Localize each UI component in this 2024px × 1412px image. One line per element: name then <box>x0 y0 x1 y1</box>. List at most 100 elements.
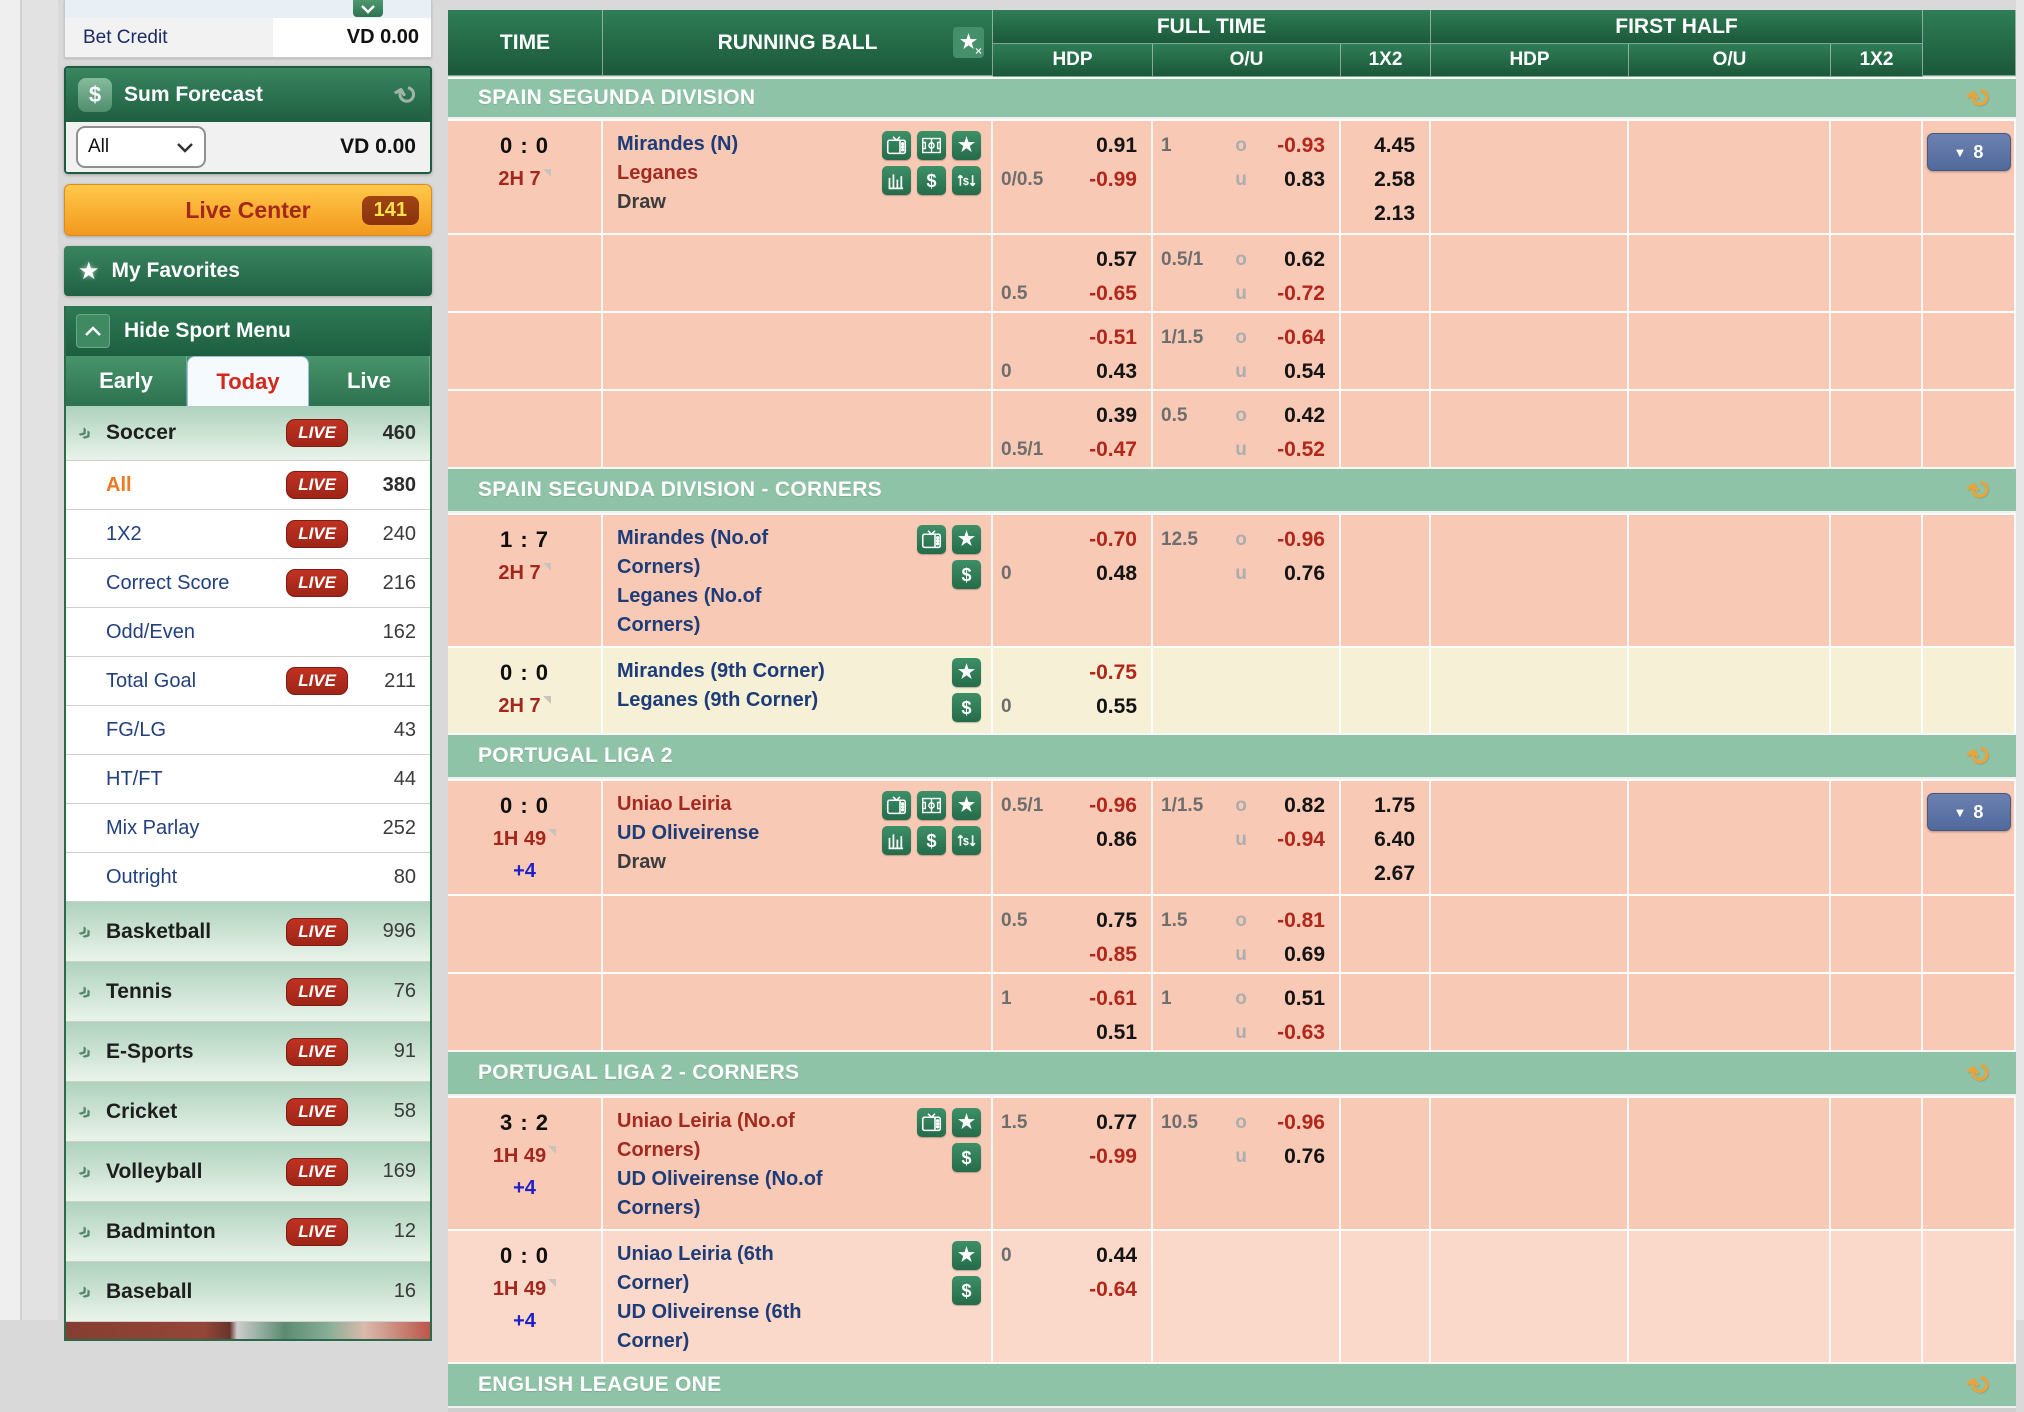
sidebar-item-odd-even[interactable]: Odd/Even162 <box>66 608 430 657</box>
odds-value[interactable]: 0.82 <box>1284 794 1325 818</box>
live-center-button[interactable]: Live Center 141 <box>64 184 432 236</box>
odds-value[interactable]: -0.51 <box>1089 326 1137 350</box>
my-favorites-button[interactable]: ★ My Favorites <box>64 246 432 296</box>
cash-icon[interactable]: $ <box>952 1143 981 1172</box>
odds-movement-icon[interactable]: $ <box>952 166 981 195</box>
star-icon[interactable]: ★ <box>952 1108 981 1137</box>
odds-value[interactable]: -0.93 <box>1277 134 1325 158</box>
odds-value[interactable]: 0.39 <box>1096 404 1137 428</box>
odds-value[interactable]: -0.81 <box>1277 909 1325 933</box>
odds-value[interactable]: 2.58 <box>1374 168 1415 192</box>
sidebar-item-e-sports[interactable]: »E-SportsLIVE91 <box>66 1022 430 1082</box>
sidebar-item-badminton[interactable]: »BadmintonLIVE12 <box>66 1202 430 1262</box>
odds-value[interactable]: 0.83 <box>1284 168 1325 192</box>
odds-value[interactable]: 6.40 <box>1374 828 1415 852</box>
odds-value[interactable]: 0.51 <box>1096 1021 1137 1045</box>
odds-value[interactable]: 0.54 <box>1284 360 1325 384</box>
odds-value[interactable]: -0.70 <box>1089 528 1137 552</box>
sidebar-item-baseball[interactable]: »Baseball16 <box>66 1262 430 1322</box>
refresh-icon[interactable]: ↻ <box>1963 1366 1999 1404</box>
odds-value[interactable]: -0.96 <box>1089 794 1137 818</box>
cash-icon[interactable]: $ <box>917 826 946 855</box>
odds-value[interactable]: 0.76 <box>1284 562 1325 586</box>
cash-icon[interactable]: $ <box>952 693 981 722</box>
sidebar-item-ht-ft[interactable]: HT/FT44 <box>66 755 430 804</box>
tv-icon[interactable] <box>882 791 911 820</box>
odds-value[interactable]: -0.75 <box>1089 661 1137 685</box>
sidebar-item-correct-score[interactable]: Correct ScoreLIVE216 <box>66 559 430 608</box>
refresh-icon[interactable]: ↻ <box>1963 471 1999 509</box>
sidebar-item-cricket[interactable]: »CricketLIVE58 <box>66 1082 430 1142</box>
refresh-icon[interactable]: ↻ <box>1963 737 1999 775</box>
expand-markets-button[interactable]: ▼8 <box>1927 133 2011 171</box>
odds-value[interactable]: -0.96 <box>1277 528 1325 552</box>
stats-icon[interactable] <box>882 826 911 855</box>
odds-value[interactable]: -0.64 <box>1089 1278 1137 1302</box>
odds-value[interactable]: 0.42 <box>1284 404 1325 428</box>
star-icon[interactable]: ★ <box>952 131 981 160</box>
forecast-filter-select[interactable]: All <box>76 126 206 168</box>
star-icon[interactable]: ★ <box>952 1241 981 1270</box>
odds-value[interactable]: 0.48 <box>1096 562 1137 586</box>
star-icon[interactable]: ★ <box>952 525 981 554</box>
sidebar-item-outright[interactable]: Outright80 <box>66 853 430 902</box>
odds-value[interactable]: -0.65 <box>1089 282 1137 306</box>
odds-value[interactable]: 2.13 <box>1374 202 1415 226</box>
sidebar-item-1x2[interactable]: 1X2LIVE240 <box>66 510 430 559</box>
odds-value[interactable]: 0.75 <box>1096 909 1137 933</box>
odds-value[interactable]: -0.52 <box>1277 438 1325 462</box>
odds-value[interactable]: -0.64 <box>1277 326 1325 350</box>
cash-icon[interactable]: $ <box>952 1276 981 1305</box>
sidebar-item-total-goal[interactable]: Total GoalLIVE211 <box>66 657 430 706</box>
tab-today[interactable]: Today <box>187 356 309 406</box>
sidebar-item-soccer[interactable]: »SoccerLIVE460 <box>66 406 430 461</box>
cash-icon[interactable]: $ <box>917 166 946 195</box>
odds-value[interactable]: 0.55 <box>1096 695 1137 719</box>
odds-value[interactable]: 0.57 <box>1096 248 1137 272</box>
tv-icon[interactable] <box>917 1108 946 1137</box>
sidebar-item-basketball[interactable]: »BasketballLIVE996 <box>66 902 430 962</box>
odds-value[interactable]: -0.72 <box>1277 282 1325 306</box>
odds-value[interactable]: -0.63 <box>1277 1021 1325 1045</box>
sidebar-item-tennis[interactable]: »TennisLIVE76 <box>66 962 430 1022</box>
tv-icon[interactable] <box>917 525 946 554</box>
odds-value[interactable]: 0.69 <box>1284 943 1325 967</box>
tab-early[interactable]: Early <box>66 356 187 406</box>
odds-value[interactable]: 0.76 <box>1284 1145 1325 1169</box>
cash-icon[interactable]: $ <box>952 560 981 589</box>
refresh-icon[interactable]: ↻ <box>1963 1054 1999 1092</box>
sidebar-item-mix-parlay[interactable]: Mix Parlay252 <box>66 804 430 853</box>
favorite-filter-icon[interactable]: ★× <box>953 27 984 58</box>
odds-value[interactable]: 0.43 <box>1096 360 1137 384</box>
sidebar-item-volleyball[interactable]: »VolleyballLIVE169 <box>66 1142 430 1202</box>
odds-value[interactable]: 1.75 <box>1374 794 1415 818</box>
odds-value[interactable]: -0.61 <box>1089 987 1137 1011</box>
pitch-icon[interactable] <box>917 791 946 820</box>
expand-markets-button[interactable]: ▼8 <box>1927 793 2011 831</box>
odds-value[interactable]: 4.45 <box>1374 134 1415 158</box>
odds-value[interactable]: -0.85 <box>1089 943 1137 967</box>
hide-sport-menu-button[interactable]: Hide Sport Menu <box>66 306 430 356</box>
sidebar-item-all[interactable]: AllLIVE380 <box>66 461 430 510</box>
pitch-icon[interactable] <box>917 131 946 160</box>
odds-value[interactable]: 0.86 <box>1096 828 1137 852</box>
refresh-icon[interactable]: ↻ <box>390 76 424 114</box>
odds-value[interactable]: 0.62 <box>1284 248 1325 272</box>
odds-value[interactable]: -0.47 <box>1089 438 1137 462</box>
odds-value[interactable]: 2.67 <box>1374 862 1415 886</box>
odds-value[interactable]: -0.94 <box>1277 828 1325 852</box>
odds-value[interactable]: -0.99 <box>1089 168 1137 192</box>
sidebar-item-fg-lg[interactable]: FG/LG43 <box>66 706 430 755</box>
star-icon[interactable]: ★ <box>952 791 981 820</box>
star-icon[interactable]: ★ <box>952 658 981 687</box>
odds-value[interactable]: 0.44 <box>1096 1244 1137 1268</box>
odds-movement-icon[interactable]: $ <box>952 826 981 855</box>
collapse-panel-button[interactable] <box>353 0 383 17</box>
tv-icon[interactable] <box>882 131 911 160</box>
tab-live[interactable]: Live <box>309 356 430 406</box>
odds-value[interactable]: 0.77 <box>1096 1111 1137 1135</box>
odds-value[interactable]: -0.99 <box>1089 1145 1137 1169</box>
odds-value[interactable]: 0.91 <box>1096 134 1137 158</box>
stats-icon[interactable] <box>882 166 911 195</box>
refresh-icon[interactable]: ↻ <box>1963 79 1999 117</box>
